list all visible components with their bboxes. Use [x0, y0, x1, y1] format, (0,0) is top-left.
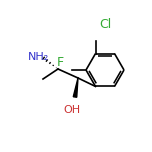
Text: Cl: Cl [99, 18, 111, 31]
Polygon shape [73, 78, 78, 97]
Text: F: F [57, 55, 64, 69]
Text: OH: OH [63, 105, 81, 115]
Text: NH₂: NH₂ [28, 52, 49, 62]
